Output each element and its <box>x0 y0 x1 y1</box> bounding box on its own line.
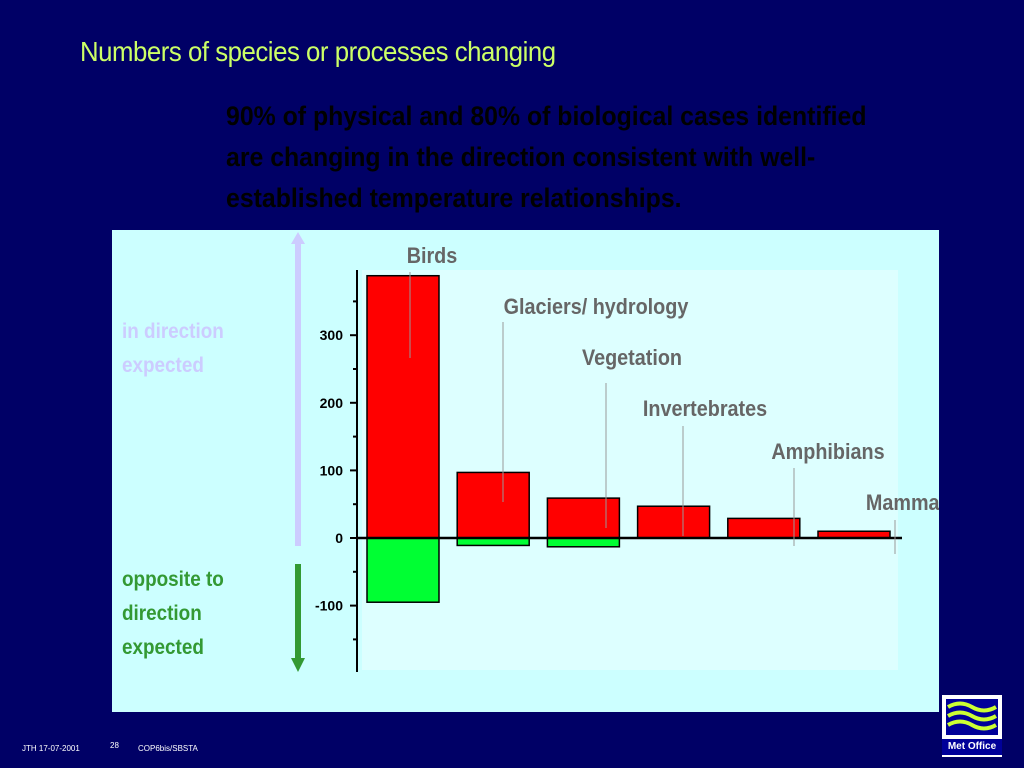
bar-negative-0 <box>366 537 440 603</box>
met-office-logo: Met Office <box>940 693 1004 759</box>
footer-page-number: 28 <box>110 741 119 750</box>
logo-label: Met Office <box>942 739 1002 755</box>
y-tick-label: -100 <box>315 598 343 614</box>
bar-positive-3 <box>636 505 711 539</box>
bar-positive-4 <box>727 517 801 539</box>
footer-date: JTH 17-07-2001 <box>22 744 80 753</box>
category-label: Mammals <box>866 491 939 515</box>
y-tick-label: 300 <box>320 327 344 343</box>
category-label: Birds <box>407 244 458 268</box>
bar-positive-0 <box>366 274 440 539</box>
bar-positive-1 <box>456 471 530 539</box>
plot-area <box>362 270 898 670</box>
bar-chart: 300 200 100 0 -100 Birds Glaciers/ hydrology Ve… <box>122 232 939 672</box>
category-label: Invertebrates <box>643 397 767 421</box>
opposite-arrow-head <box>291 658 305 672</box>
y-tick-label: 200 <box>320 395 344 411</box>
footer-event: COP6bis/SBSTA <box>138 744 198 753</box>
opposite-direction-label: expected <box>122 636 204 659</box>
bar-negative-2 <box>546 537 621 548</box>
opposite-direction-label: opposite to <box>122 568 224 591</box>
slide-subtitle: 90% of physical and 80% of biological ca… <box>226 101 867 213</box>
chart-panel: 300 200 100 0 -100 Birds Glaciers/ hydrology Ve… <box>112 230 939 712</box>
y-tick-label: 100 <box>320 462 344 478</box>
expected-direction-label: in direction <box>122 320 224 343</box>
expected-direction-label: expected <box>122 354 204 377</box>
expected-arrow-head <box>291 232 305 244</box>
y-tick-label: 0 <box>335 530 343 546</box>
category-label: Glaciers/ hydrology <box>504 295 689 319</box>
wave-logo-icon <box>946 699 998 735</box>
category-label: Vegetation <box>582 346 682 370</box>
category-label: Amphibians <box>771 440 884 464</box>
slide-title: Numbers of species or processes changing <box>80 36 556 67</box>
bar-positive-2 <box>546 497 621 539</box>
opposite-direction-label: direction <box>122 602 202 625</box>
